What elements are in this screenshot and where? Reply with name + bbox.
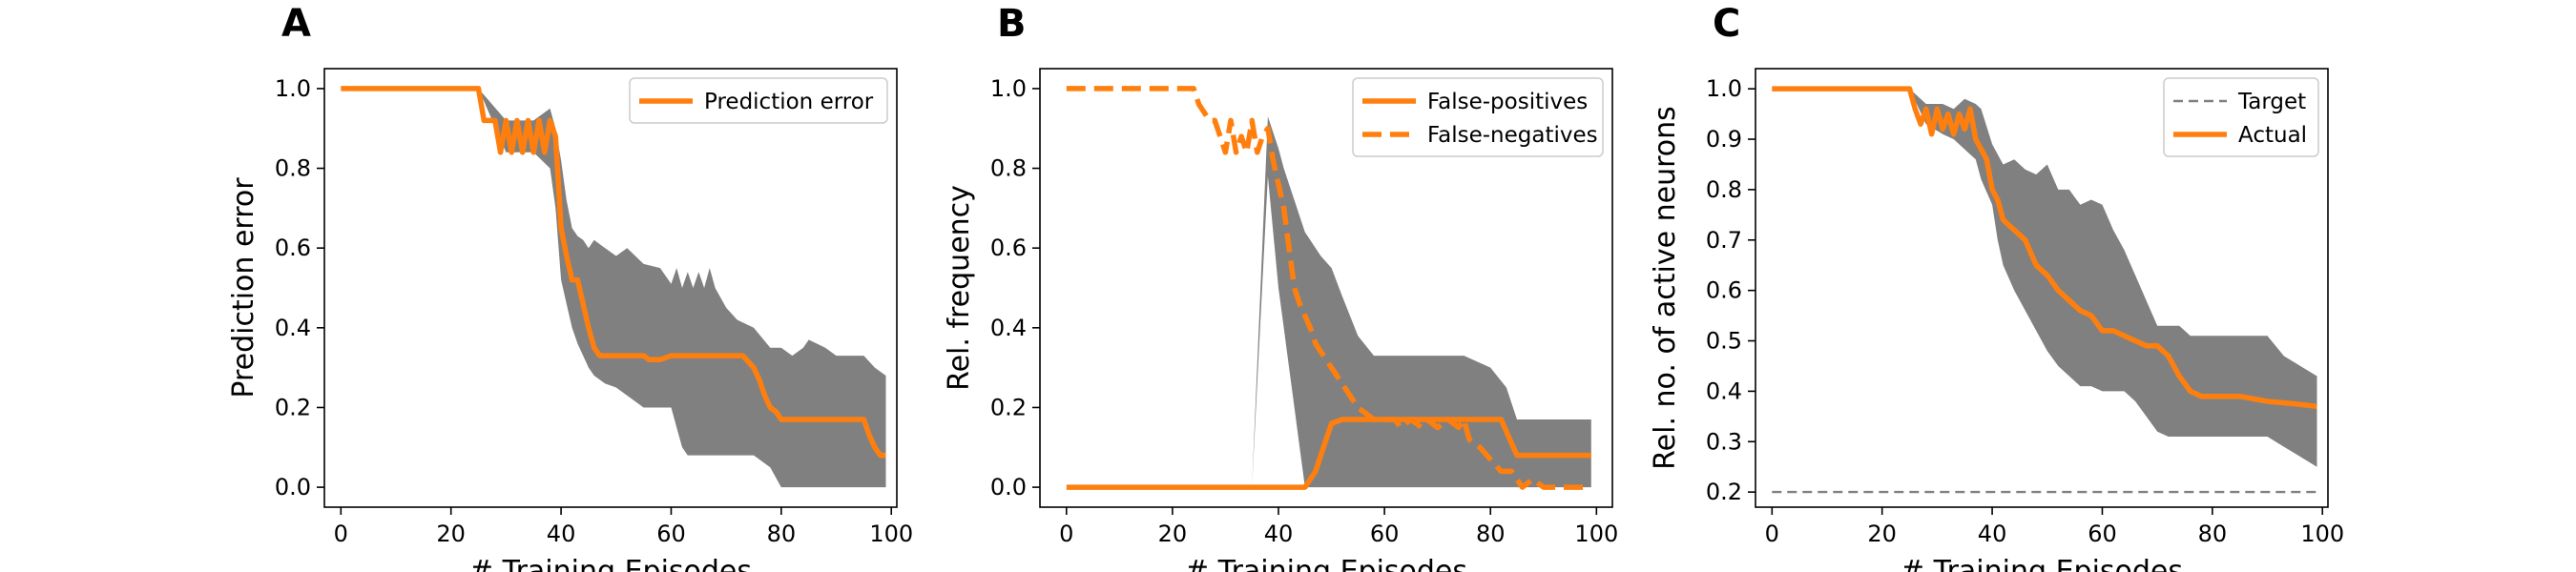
x-tick-label: 20 [1158, 521, 1188, 547]
legend: False-positives False-negatives [1352, 77, 1604, 157]
series-line-actual [1772, 86, 2317, 410]
y-tick-label: 1.0 [275, 75, 311, 102]
y-tick-label: 0.6 [1706, 277, 1742, 304]
y-tick-label: 0.9 [1706, 126, 1742, 153]
y-tick-label: 0.4 [990, 315, 1027, 341]
x-tick-label: 80 [1476, 521, 1506, 547]
legend-label: Prediction error [704, 90, 874, 114]
series-line-prediction-error [341, 86, 886, 459]
x-tick-label: 40 [547, 521, 576, 547]
legend-label: Actual [2238, 123, 2307, 148]
x-tick-label: 80 [767, 521, 797, 547]
variance-band [1772, 89, 2317, 467]
x-tick-label: 100 [869, 521, 913, 547]
y-tick-label: 0.8 [275, 155, 311, 182]
panel-letter: B [997, 2, 1027, 46]
x-tick-label: 20 [1867, 521, 1897, 547]
x-axis-label: # Training Episodes [469, 555, 752, 572]
panel-b: B 0 20 40 60 80 100 0.0 0.2 0.4 0.6 0.8 1.0 # Trainin… [943, 2, 1618, 572]
x-tick-label: 40 [1264, 521, 1294, 547]
x-tick-label: 60 [1370, 521, 1400, 547]
x-axis-label: # Training Episodes [1901, 555, 2183, 572]
legend-box [629, 77, 888, 124]
axes-frame [1039, 68, 1613, 508]
legend-label: Target [2237, 90, 2306, 114]
legend-label: False-negatives [1427, 123, 1598, 148]
y-tick-label: 0.3 [1706, 428, 1742, 455]
x-axis-label: # Training Episodes [1185, 555, 1467, 572]
axes-frame [1755, 68, 2329, 508]
y-tick-label: 0.0 [275, 474, 311, 500]
plot-area [341, 86, 886, 488]
x-tick-label: 100 [2300, 521, 2344, 547]
y-tick-label: 1.0 [990, 75, 1027, 102]
y-tick-label: 0.0 [990, 474, 1027, 500]
y-tick-label: 0.2 [990, 394, 1027, 420]
y-tick-label: 0.7 [1706, 227, 1742, 254]
y-tick-label: 0.6 [990, 235, 1027, 261]
y-tick-label: 0.5 [1706, 328, 1742, 355]
y-axis-label: Prediction error [227, 177, 260, 398]
plot-area [1066, 86, 1591, 490]
y-tick-label: 0.2 [275, 394, 311, 420]
panel-a: A 0 20 40 60 80 100 0.0 0.2 0.4 0.6 0.8 1.0 # Trainin… [227, 2, 913, 572]
y-tick-label: 0.4 [1706, 378, 1742, 404]
x-tick-label: 60 [2088, 521, 2117, 547]
y-tick-label: 0.2 [1706, 479, 1742, 505]
y-tick-label: 1.0 [1706, 75, 1742, 102]
y-axis-label: Rel. no. of active neurons [1649, 106, 1682, 470]
x-tick-label: 60 [656, 521, 686, 547]
y-tick-label: 0.8 [1706, 176, 1742, 203]
x-tick-label: 0 [1765, 521, 1779, 547]
x-tick-label: 100 [1574, 521, 1618, 547]
variance-band [1066, 116, 1591, 488]
legend-box [1352, 77, 1604, 157]
x-tick-label: 0 [334, 521, 348, 547]
y-tick-label: 0.4 [275, 315, 311, 341]
y-tick-label: 0.6 [275, 235, 311, 261]
y-tick-label: 0.8 [990, 155, 1027, 182]
x-tick-label: 40 [1978, 521, 2007, 547]
panel-letter: C [1713, 2, 1740, 46]
series-line-false-negatives [1066, 86, 1587, 490]
axes-frame [323, 68, 898, 508]
x-tick-label: 20 [436, 521, 466, 547]
panel-c: C 0 20 40 60 80 100 0.2 0.3 0.4 0.5 0.6 0.7 0.8 0.9 1.0… [1649, 2, 2344, 572]
legend-label: False-positives [1427, 90, 1588, 114]
variance-band [341, 88, 886, 488]
legend: Prediction error [629, 77, 888, 124]
plot-area [1772, 86, 2317, 494]
y-axis-label: Rel. frequency [943, 185, 976, 391]
x-tick-label: 80 [2198, 521, 2228, 547]
legend: Target Actual [2163, 77, 2319, 157]
panel-letter: A [281, 2, 311, 46]
x-tick-label: 0 [1059, 521, 1073, 547]
